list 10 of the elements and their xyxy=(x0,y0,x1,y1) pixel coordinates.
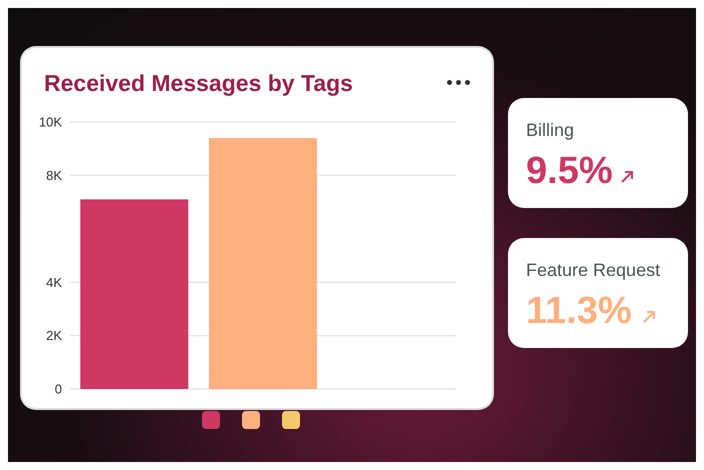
y-tick-label: 2K xyxy=(46,328,62,344)
chart-title: Received Messages by Tags xyxy=(44,70,353,97)
text: Billing xyxy=(526,120,574,141)
text: Feature Request xyxy=(526,260,660,281)
y-tick-label: 0 xyxy=(54,382,62,397)
y-tick-label: 8K xyxy=(46,168,62,184)
text: 11.3% xyxy=(526,290,632,333)
text: 9.5% xyxy=(526,150,613,193)
y-tick-label: 4K xyxy=(46,274,62,290)
y-tick-label: 10K xyxy=(38,114,62,130)
